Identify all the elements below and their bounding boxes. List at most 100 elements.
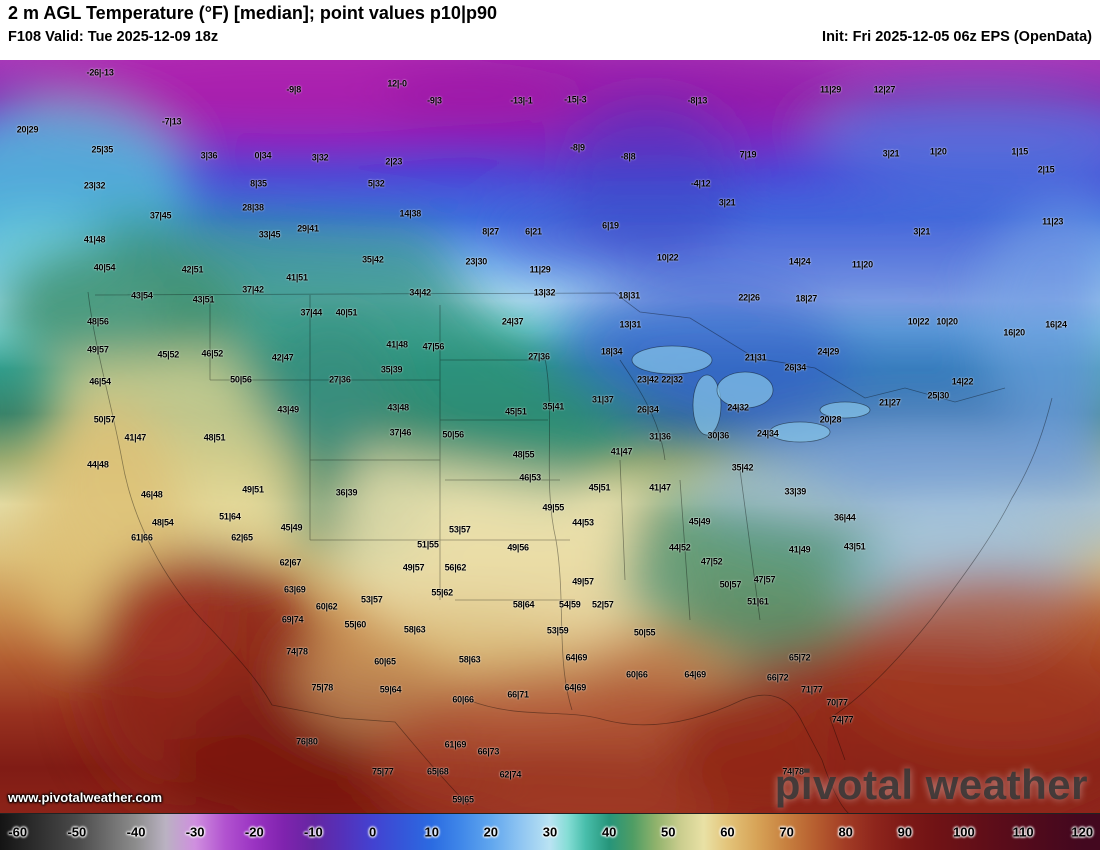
point-value: 70|77 [826,697,848,708]
point-value: 3|21 [882,148,900,159]
point-value: 8|35 [250,178,267,189]
point-value: -13|-1 [510,95,533,106]
point-value: 49|57 [402,562,425,573]
point-value: 14|22 [951,376,974,387]
point-value: 22|32 [661,374,683,385]
point-value: 48|56 [87,316,109,327]
point-value: 10|22 [656,252,679,263]
point-value: 8|27 [482,226,499,237]
point-value: 23|42 [637,374,659,385]
point-value: 51|64 [219,511,241,522]
colorbar-tick-label: -40 [126,824,146,840]
point-value: 27|36 [528,351,550,362]
point-value: 45|51 [505,406,527,417]
point-value: -8|8 [620,151,636,162]
point-value: 29|41 [297,223,319,234]
point-value: 41|49 [788,544,811,555]
point-value: 13|32 [533,287,556,298]
colorbar-tick-label: 10 [424,824,439,840]
point-value: 61|66 [131,532,153,543]
point-value: 24|37 [501,316,524,327]
point-value: 64|69 [684,669,706,680]
colorbar-tick-label: 120 [1071,824,1094,840]
point-value: 12|-0 [387,78,407,89]
point-value: 47|57 [753,574,776,585]
point-value: 43|49 [277,404,299,415]
point-value: 49|57 [87,344,109,355]
point-value: 36|44 [834,512,856,523]
point-value: 37|45 [149,210,172,221]
point-value: 50|57 [719,579,742,590]
point-value: 59|65 [452,794,474,805]
point-value: 61|69 [444,739,467,750]
point-value: 1|20 [929,146,947,157]
point-value: 22|26 [738,292,760,303]
point-value: 60|66 [626,669,648,680]
point-value: 50|57 [93,414,116,425]
point-value: 48|55 [512,449,535,460]
colorbar-tick-label: -60 [8,824,28,840]
point-value: 58|63 [458,654,481,665]
point-value: 14|38 [399,208,422,219]
point-value: 28|38 [242,202,264,213]
point-value: 48|54 [152,517,174,528]
point-value: 31|36 [649,431,671,442]
point-value: 45|51 [588,482,611,493]
point-value: 47|52 [700,556,723,567]
point-value: 13|31 [619,319,642,330]
point-value: 71|77 [801,684,823,695]
point-value: 6|21 [525,226,542,237]
point-value: 27|36 [329,374,351,385]
point-value: 44|52 [669,542,691,553]
point-value: 74|78 [782,766,804,777]
point-value: 45|49 [688,516,711,527]
point-value: 55|60 [344,619,367,630]
point-value: 69|74 [281,614,304,625]
temperature-field [0,60,1100,813]
point-value: 10|22 [907,316,930,327]
colorbar-tick-label: 60 [720,824,735,840]
colorbar-tick-label: 0 [368,824,377,840]
point-value: 24|32 [727,402,749,413]
point-value: 26|34 [637,404,659,415]
point-value: 48|51 [203,432,226,443]
map-area[interactable]: -26|-13 -9|8 12|-0 -9|3 -13|-1 -15|-3 -8|13 11|… [0,60,1100,813]
point-value: 16|20 [1003,327,1025,338]
point-value: 41|48 [386,339,408,350]
point-value: 35|42 [731,462,754,473]
point-value: 12|27 [873,84,896,95]
colorbar-tick-label: -10 [303,824,323,840]
colorbar-tick-label: 50 [661,824,676,840]
point-value: -26|-13 [86,67,114,78]
point-value: 53|57 [361,594,383,605]
point-value: 2|15 [1037,164,1055,175]
point-value: -8|13 [687,95,708,106]
point-value: 41|47 [610,446,633,457]
point-value: 49|56 [507,542,529,553]
colorbar-tick-label: 90 [897,824,913,840]
watermark-url: www.pivotalweather.com [8,790,163,805]
point-value: 31|37 [592,394,614,405]
point-value: 65|68 [427,766,449,777]
point-value: 44|53 [572,517,594,528]
point-value: 34|42 [409,287,431,298]
colorbar-tick-label: 100 [953,824,975,840]
point-value: 16|24 [1045,319,1067,330]
point-value: 62|74 [499,769,522,780]
point-value: 43|54 [131,290,153,301]
point-value: -9|8 [286,84,302,95]
point-value: 33|39 [784,486,807,497]
point-value: 0|34 [254,150,272,161]
points-layer: -26|-13 -9|8 12|-0 -9|3 -13|-1 -15|-3 -8|13 11|… [0,60,1100,813]
point-value: 7|19 [739,149,757,160]
point-value: 66|73 [477,746,500,757]
point-value: 42|47 [271,352,294,363]
point-value: 52|57 [592,599,614,610]
point-value: 56|62 [444,562,467,573]
point-value: 66|71 [507,689,529,700]
colorbar-tick-label: 40 [601,824,617,840]
point-value: 33|45 [258,229,281,240]
point-value: 2|23 [385,156,403,167]
colorbar-tick-label: -50 [67,824,87,840]
point-value: 3|32 [311,152,329,163]
